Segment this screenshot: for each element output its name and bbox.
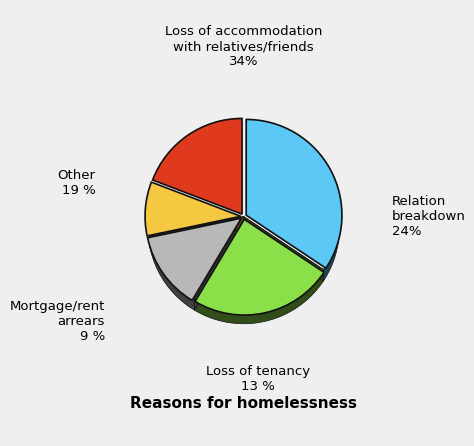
Text: Loss of tenancy
13 %: Loss of tenancy 13 %	[206, 365, 310, 393]
Text: Other
19 %: Other 19 %	[57, 169, 95, 197]
Wedge shape	[195, 219, 324, 315]
Wedge shape	[145, 182, 241, 236]
Polygon shape	[150, 216, 244, 248]
Polygon shape	[150, 216, 244, 248]
Polygon shape	[194, 216, 244, 310]
Polygon shape	[150, 236, 194, 310]
Text: Reasons for homelessness: Reasons for homelessness	[130, 396, 357, 411]
Polygon shape	[194, 269, 323, 324]
Polygon shape	[194, 216, 244, 310]
Wedge shape	[153, 119, 242, 214]
Text: Loss of accommodation
with relatives/friends
34%: Loss of accommodation with relatives/fri…	[165, 25, 322, 68]
Text: Mortgage/rent
arrears
9 %: Mortgage/rent arrears 9 %	[9, 300, 105, 343]
Polygon shape	[244, 216, 323, 281]
Polygon shape	[244, 216, 323, 281]
Text: Relation
breakdown
24%: Relation breakdown 24%	[392, 195, 466, 238]
Wedge shape	[147, 218, 241, 300]
Polygon shape	[148, 212, 150, 248]
Polygon shape	[323, 212, 339, 281]
Wedge shape	[246, 120, 342, 268]
